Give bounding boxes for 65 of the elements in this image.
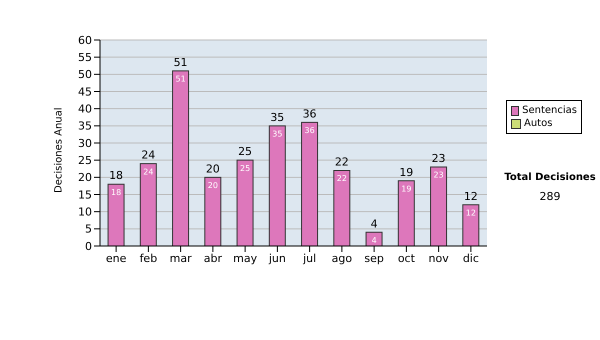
annotation: 24 (141, 148, 156, 162)
data-label: 18 (111, 188, 122, 197)
bar (430, 166, 448, 246)
bar (204, 176, 222, 246)
annotation: 36 (302, 107, 317, 120)
bar (236, 160, 254, 246)
x-tick-label: abr (204, 252, 222, 265)
data-label: 25 (240, 164, 250, 173)
x-tick-label: oct (398, 252, 416, 265)
data-label: 22 (336, 174, 347, 184)
x-tick-label: jun (268, 252, 286, 265)
annotation: 25 (238, 145, 252, 158)
y-tick-label: 20 (78, 171, 92, 184)
annotation: 51 (174, 56, 188, 69)
bar (398, 180, 415, 246)
annotation: 12 (464, 190, 478, 203)
data-label: 12 (466, 208, 476, 218)
text: Total Decisiones (503, 172, 597, 183)
y-tick-label: 35 (78, 120, 92, 133)
y-tick-label: 25 (78, 154, 92, 168)
x-tick-label: ago (332, 252, 352, 265)
data-label: 20 (208, 181, 218, 190)
x-tick-label: jul (302, 252, 316, 265)
x-tick-label: feb (140, 252, 158, 265)
x-tick-label: ene (106, 252, 127, 265)
bar (108, 184, 125, 246)
x-tick-label: sep (364, 252, 384, 265)
legend-label: Autos (524, 117, 552, 130)
x-tick-label: mar (170, 252, 192, 265)
data-label: 36 (304, 126, 315, 136)
annotation: 22 (334, 155, 349, 168)
y-tick-label: 50 (78, 68, 92, 82)
data-label: 23 (434, 170, 444, 180)
annotation: 19 (399, 166, 414, 179)
y-tick-label: 5 (85, 222, 92, 236)
data-label: 4 (372, 236, 377, 245)
data-label: 24 (143, 167, 154, 176)
data-label: 51 (176, 74, 186, 84)
data-label: 35 (272, 130, 282, 139)
annotation: 23 (432, 152, 446, 166)
bar (140, 163, 157, 246)
bar (301, 122, 318, 246)
data-label: 19 (401, 184, 412, 194)
x-tick-label: dic (462, 252, 479, 265)
y-tick-label: 30 (78, 136, 92, 150)
y-axis-title: Decisiones Anual (54, 107, 65, 193)
text: 289 (538, 190, 562, 203)
legend-label: Sentencias (522, 104, 577, 117)
x-tick-label: may (233, 252, 258, 265)
y-tick-label: 0 (85, 240, 92, 253)
y-tick-label: 60 (78, 34, 92, 47)
bar (462, 204, 480, 246)
y-tick-label: 15 (78, 188, 92, 202)
bar (333, 170, 350, 246)
y-tick-label: 45 (78, 85, 92, 98)
annotation: 20 (206, 162, 220, 176)
annotation: 4 (370, 217, 378, 230)
y-tick-label: 40 (78, 102, 92, 116)
annotation: 18 (109, 169, 124, 182)
annotation: 35 (270, 110, 284, 124)
y-tick-label: 55 (78, 51, 92, 64)
bar (268, 125, 286, 246)
bar (172, 70, 190, 246)
y-tick-label: 10 (78, 206, 92, 219)
x-tick-label: nov (428, 252, 450, 265)
